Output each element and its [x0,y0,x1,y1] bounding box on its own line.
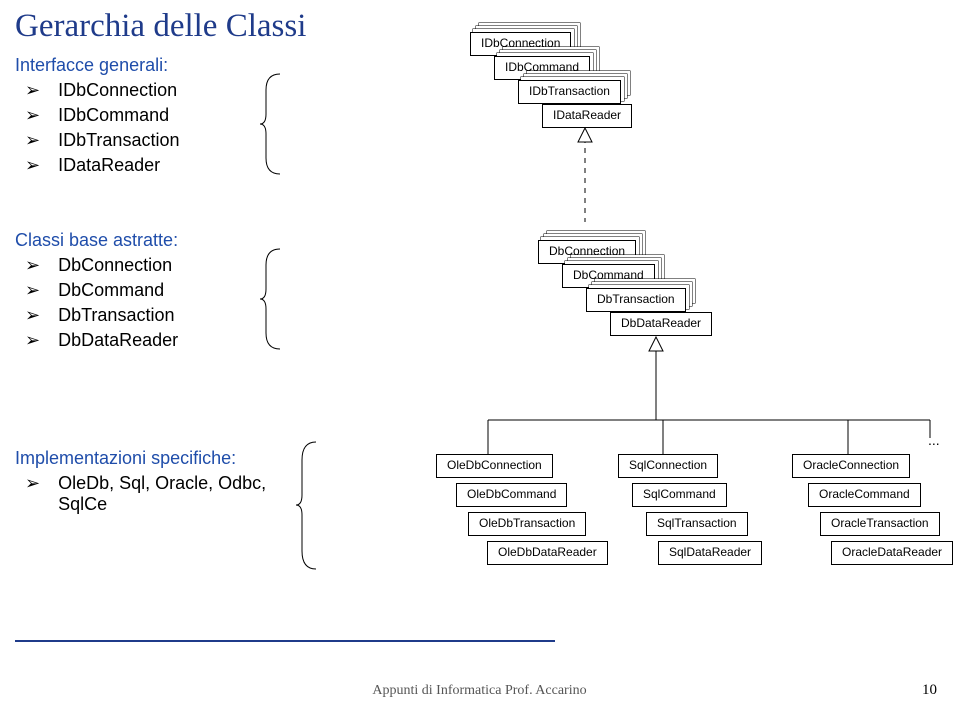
item-text: DbDataReader [58,330,178,351]
uml-box-impl: OracleCommand [808,483,921,507]
bullet-icon: ➢ [25,473,40,494]
uml-box-impl: SqlTransaction [646,512,748,536]
uml-box-impl: OracleDataReader [831,541,953,565]
uml-box-impl: SqlConnection [618,454,718,478]
heading-interfaces: Interfacce generali: [15,55,168,76]
item-text: IDbTransaction [58,130,179,151]
bullet-icon: ➢ [25,280,40,301]
uml-box-impl: OleDbTransaction [468,512,586,536]
bullet-icon: ➢ [25,255,40,276]
item-text: DbConnection [58,255,172,276]
item-text: IDataReader [58,155,160,176]
list-item: ➢ IDbTransaction [25,130,179,151]
uml-box-impl: OracleConnection [792,454,910,478]
page-title: Gerarchia delle Classi [15,8,306,45]
uml-box-impl: SqlCommand [632,483,727,507]
list-item: ➢ DbDataReader [25,330,178,351]
uml-box-interface: IDataReader [542,104,632,128]
uml-box-impl: OracleTransaction [820,512,940,536]
list-item: ➢ IDataReader [25,155,179,176]
brace-icon [258,70,288,178]
heading-abstract: Classi base astratte: [15,230,178,251]
bullet-icon: ➢ [25,155,40,176]
item-text: IDbCommand [58,105,169,126]
list-item: ➢ DbTransaction [25,305,178,326]
ellipsis: ... [928,432,940,448]
uml-box-interface: IDbCommand [494,56,590,80]
list-item: ➢ DbCommand [25,280,178,301]
uml-box-abstract: DbConnection [538,240,636,264]
item-text: DbCommand [58,280,164,301]
uml-box-interface: IDbConnection [470,32,571,56]
footer-rule [15,640,555,642]
uml-box-interface: IDbTransaction [518,80,621,104]
bullet-icon: ➢ [25,105,40,126]
list-item: ➢ IDbCommand [25,105,179,126]
brace-icon [258,245,288,353]
item-text: OleDb, Sql, Oracle, Odbc, SqlCe [58,473,285,515]
brace-icon [294,438,324,573]
item-text: DbTransaction [58,305,174,326]
uml-box-abstract: DbDataReader [610,312,712,336]
uml-box-impl: OleDbCommand [456,483,567,507]
bullet-icon: ➢ [25,330,40,351]
item-text: IDbConnection [58,80,177,101]
heading-impl: Implementazioni specifiche: [15,448,236,469]
uml-box-abstract: DbCommand [562,264,655,288]
uml-box-impl: OleDbDataReader [487,541,608,565]
list-item: ➢ IDbConnection [25,80,179,101]
bullet-icon: ➢ [25,130,40,151]
list-item: ➢ DbConnection [25,255,178,276]
uml-box-impl: OleDbConnection [436,454,553,478]
uml-box-abstract: DbTransaction [586,288,686,312]
bullet-icon: ➢ [25,80,40,101]
uml-box-impl: SqlDataReader [658,541,762,565]
bullet-icon: ➢ [25,305,40,326]
page-number: 10 [922,682,937,699]
list-item: ➢ OleDb, Sql, Oracle, Odbc, SqlCe [25,473,285,515]
footer-text: Appunti di Informatica Prof. Accarino [0,683,959,699]
